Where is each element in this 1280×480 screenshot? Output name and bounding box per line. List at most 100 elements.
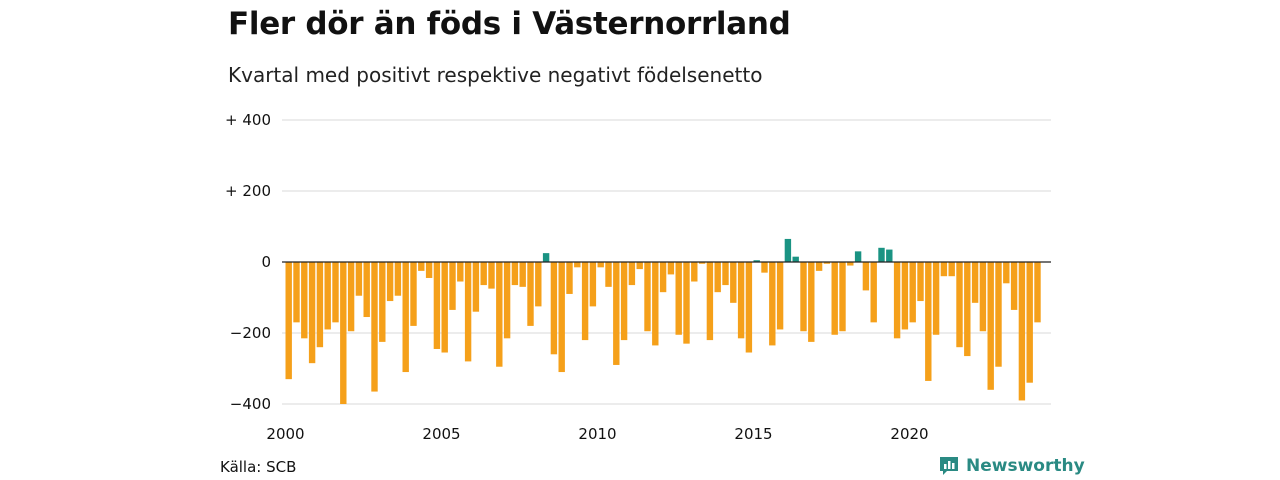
bar bbox=[995, 262, 1002, 367]
bar bbox=[574, 262, 581, 268]
y-tick-label: −200 bbox=[230, 324, 271, 342]
bar bbox=[410, 262, 417, 326]
bar bbox=[503, 262, 511, 339]
bar bbox=[659, 262, 667, 293]
bar bbox=[730, 262, 737, 303]
bar bbox=[675, 262, 682, 335]
bar bbox=[964, 262, 971, 357]
bar bbox=[425, 262, 433, 278]
bar bbox=[940, 262, 948, 277]
bar bbox=[371, 262, 378, 392]
bar bbox=[987, 262, 994, 390]
bar bbox=[472, 262, 480, 312]
bar bbox=[878, 247, 885, 262]
bar bbox=[597, 262, 604, 268]
bar bbox=[418, 262, 425, 271]
bar bbox=[714, 262, 721, 293]
bar bbox=[347, 262, 355, 332]
bar bbox=[1026, 262, 1033, 383]
bar bbox=[324, 262, 331, 330]
bar bbox=[956, 262, 963, 348]
bar bbox=[581, 262, 589, 341]
bar bbox=[433, 262, 441, 349]
bar bbox=[909, 262, 916, 323]
bar bbox=[527, 262, 534, 326]
bar bbox=[394, 262, 402, 296]
chart-title: Fler dör än föds i Västernorrland bbox=[228, 6, 791, 42]
bar bbox=[737, 262, 745, 339]
bar bbox=[784, 238, 792, 262]
x-tick-label: 2015 bbox=[734, 425, 772, 443]
bar bbox=[800, 262, 807, 332]
bar bbox=[792, 256, 799, 262]
bar bbox=[285, 262, 292, 380]
bar bbox=[932, 262, 940, 335]
bar bbox=[332, 262, 339, 323]
brand-name: Newsworthy bbox=[966, 456, 1085, 476]
bar bbox=[355, 262, 363, 296]
bar bbox=[558, 262, 565, 373]
bar bbox=[917, 262, 924, 302]
bar bbox=[511, 262, 519, 286]
bar bbox=[441, 262, 448, 353]
bar bbox=[698, 262, 706, 264]
bar bbox=[652, 262, 659, 346]
bar bbox=[745, 262, 753, 353]
bar bbox=[761, 262, 768, 273]
bar bbox=[870, 262, 877, 323]
bars bbox=[285, 238, 1041, 404]
bar bbox=[464, 262, 472, 362]
bar bbox=[628, 262, 636, 286]
bar bbox=[925, 262, 932, 381]
bar bbox=[535, 262, 542, 307]
source-note: Källa: SCB bbox=[220, 458, 297, 476]
x-tick-label: 2020 bbox=[890, 425, 928, 443]
bar bbox=[379, 262, 386, 342]
bar bbox=[340, 262, 347, 404]
bar bbox=[363, 262, 370, 318]
bar bbox=[1034, 262, 1041, 323]
bar bbox=[815, 262, 823, 271]
bar bbox=[901, 262, 909, 330]
bar bbox=[979, 262, 987, 332]
gridlines bbox=[282, 119, 1051, 405]
newsworthy-icon bbox=[940, 457, 958, 475]
bar bbox=[480, 262, 487, 286]
y-tick-label: + 400 bbox=[225, 111, 271, 129]
bar bbox=[449, 262, 456, 310]
bar bbox=[644, 262, 651, 332]
bar bbox=[893, 262, 901, 339]
bar bbox=[636, 262, 643, 270]
bar bbox=[519, 262, 526, 287]
brand-logo[interactable]: Newsworthy bbox=[938, 455, 1085, 477]
bar bbox=[620, 262, 628, 341]
bar bbox=[691, 262, 698, 282]
bar bbox=[776, 262, 784, 330]
x-tick-label: 2005 bbox=[422, 425, 460, 443]
bar bbox=[613, 262, 620, 365]
bar bbox=[386, 262, 394, 302]
x-axis-labels: 2000 2005 2010 2015 2020 bbox=[266, 425, 928, 443]
bar bbox=[854, 251, 862, 262]
y-tick-label: + 200 bbox=[225, 182, 271, 200]
bar bbox=[1003, 262, 1010, 284]
y-axis-labels: + 400 + 200 0 −200 −400 bbox=[225, 111, 271, 413]
bar bbox=[823, 262, 831, 264]
bar bbox=[831, 262, 838, 335]
bar bbox=[769, 262, 776, 346]
bar bbox=[971, 262, 979, 303]
bar bbox=[667, 262, 675, 275]
x-tick-label: 2000 bbox=[266, 425, 304, 443]
bar bbox=[839, 262, 846, 332]
bar bbox=[948, 262, 955, 277]
bar bbox=[753, 260, 760, 262]
x-tick-label: 2010 bbox=[578, 425, 616, 443]
bar bbox=[488, 262, 495, 289]
bar bbox=[808, 262, 815, 342]
bar bbox=[301, 262, 308, 339]
bar bbox=[1018, 262, 1026, 401]
bar bbox=[722, 262, 729, 286]
bar bbox=[542, 253, 550, 263]
bar bbox=[566, 262, 573, 294]
